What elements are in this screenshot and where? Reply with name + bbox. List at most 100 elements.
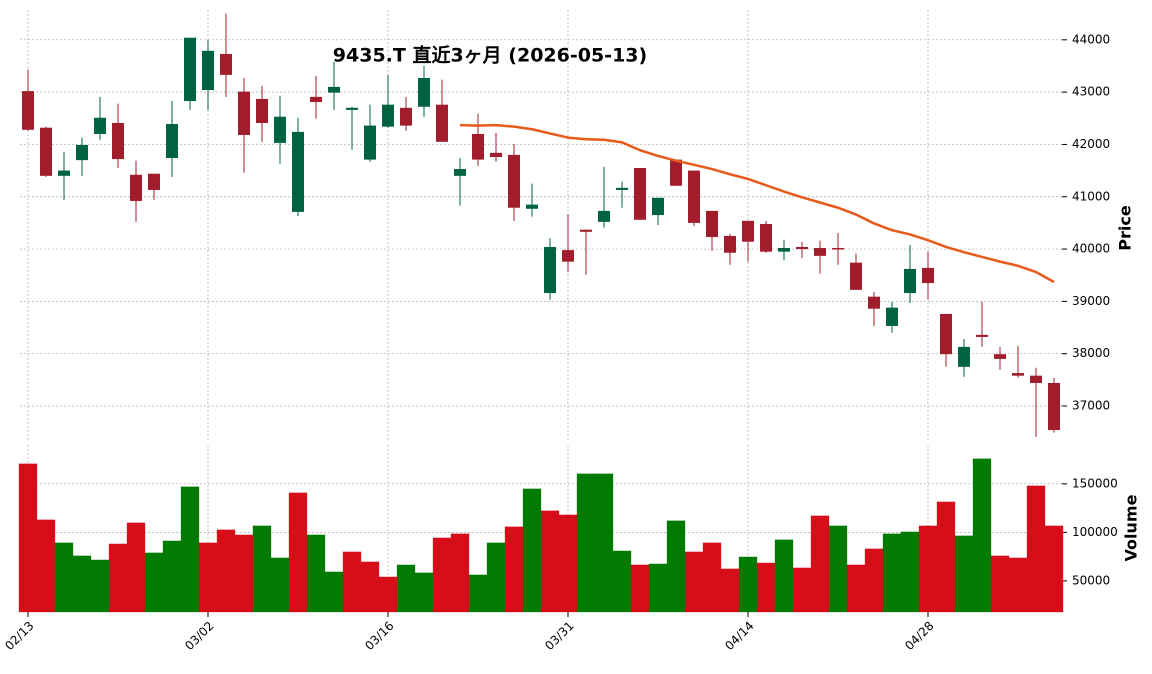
volume-bar bbox=[468, 574, 488, 613]
candle-body bbox=[544, 246, 556, 294]
candle-body bbox=[112, 122, 124, 160]
candle-body bbox=[220, 53, 232, 75]
candle-body bbox=[562, 250, 574, 262]
volume-bar bbox=[360, 561, 380, 613]
candle-body bbox=[148, 173, 160, 190]
volume-bar bbox=[936, 501, 956, 613]
candle-body bbox=[328, 86, 340, 93]
x-tick-label: 02/13 bbox=[2, 619, 36, 653]
volume-bar bbox=[630, 564, 650, 613]
x-tick-label: 04/28 bbox=[902, 619, 936, 653]
candle-body bbox=[22, 91, 34, 130]
candle-body bbox=[418, 78, 430, 107]
candle-body bbox=[472, 133, 484, 160]
candle-body bbox=[706, 210, 718, 238]
volume-bar bbox=[324, 571, 344, 613]
volume-bar bbox=[90, 559, 110, 613]
volume-bar bbox=[342, 551, 362, 613]
candle-body bbox=[760, 223, 772, 252]
candle-body bbox=[256, 98, 268, 123]
candle-body bbox=[202, 50, 214, 91]
volume-bar bbox=[846, 564, 866, 613]
candle-body bbox=[238, 91, 250, 136]
y-tick-label: 43000 bbox=[1072, 85, 1110, 99]
candle-body bbox=[58, 170, 70, 176]
candle-body bbox=[76, 144, 88, 161]
moving-average-line bbox=[459, 123, 1055, 284]
volume-bar bbox=[1008, 557, 1028, 613]
y-tick-label: 150000 bbox=[1072, 476, 1118, 490]
candle-body bbox=[616, 187, 628, 190]
volume-bar bbox=[54, 542, 74, 613]
volume-bar bbox=[648, 563, 668, 613]
candle-body bbox=[400, 107, 412, 126]
y-tick-label: 39000 bbox=[1072, 294, 1110, 308]
candle-body bbox=[742, 220, 754, 242]
volume-bar bbox=[774, 539, 794, 613]
candle-body bbox=[652, 197, 664, 216]
volume-bar bbox=[414, 572, 434, 613]
volume-bar bbox=[234, 534, 254, 613]
volume-bar bbox=[216, 529, 236, 613]
candle-body bbox=[778, 248, 790, 252]
volume-bar bbox=[918, 525, 938, 613]
volume-bar bbox=[666, 520, 686, 613]
volume-bar bbox=[396, 564, 416, 613]
candle-body bbox=[130, 174, 142, 201]
volume-bar bbox=[576, 473, 596, 613]
volume-bar bbox=[504, 526, 524, 613]
volume-bar bbox=[900, 531, 920, 613]
candle-body bbox=[274, 116, 286, 143]
volume-bar bbox=[990, 555, 1010, 613]
volume-bar bbox=[594, 473, 614, 613]
volume-bar bbox=[486, 542, 506, 613]
candle-body bbox=[94, 117, 106, 134]
candle-body bbox=[490, 152, 502, 157]
candle-body bbox=[1048, 382, 1060, 431]
volume-bar bbox=[72, 555, 92, 613]
candle-body bbox=[724, 235, 736, 253]
candle-body bbox=[184, 37, 196, 102]
volume-bar bbox=[558, 514, 578, 613]
candle-body bbox=[868, 296, 880, 309]
volume-bar bbox=[738, 556, 758, 613]
y-tick-label: 50000 bbox=[1072, 573, 1110, 587]
chart-title: 9435.T 直近3ヶ月 (2026-05-13) bbox=[333, 44, 647, 67]
volume-bar bbox=[378, 576, 398, 613]
candle-body bbox=[436, 104, 448, 142]
candle-body bbox=[40, 127, 52, 176]
volume-bar bbox=[1044, 525, 1064, 613]
volume-bar bbox=[18, 463, 38, 613]
candle-body bbox=[922, 267, 934, 284]
volume-bar bbox=[954, 535, 974, 613]
volume-bar bbox=[288, 492, 308, 613]
volume-bar bbox=[972, 458, 992, 613]
candle-body bbox=[526, 204, 538, 209]
volume-bar bbox=[612, 550, 632, 613]
volume-bar bbox=[450, 533, 470, 613]
x-tick-label: 03/02 bbox=[182, 619, 216, 653]
candle-body bbox=[166, 124, 178, 159]
volume-bar bbox=[108, 543, 128, 613]
volume-bar bbox=[756, 562, 776, 613]
candle-body bbox=[994, 354, 1006, 359]
volume-bar bbox=[162, 540, 182, 613]
candle-body bbox=[580, 229, 592, 232]
volume-bar bbox=[522, 488, 542, 613]
volume-bar bbox=[864, 548, 884, 613]
y-tick-label: 100000 bbox=[1072, 525, 1118, 539]
candle-body bbox=[454, 169, 466, 176]
candle-body bbox=[382, 104, 394, 127]
volume-bar bbox=[792, 567, 812, 613]
volume-bar bbox=[702, 542, 722, 613]
candle-body bbox=[976, 334, 988, 337]
volume-bar bbox=[180, 486, 200, 613]
candle-body bbox=[688, 170, 700, 223]
candle-body bbox=[1030, 375, 1042, 383]
candle-body bbox=[346, 107, 358, 110]
volume-bar bbox=[882, 533, 902, 613]
volume-bar bbox=[36, 519, 56, 613]
candle-body bbox=[850, 262, 862, 290]
